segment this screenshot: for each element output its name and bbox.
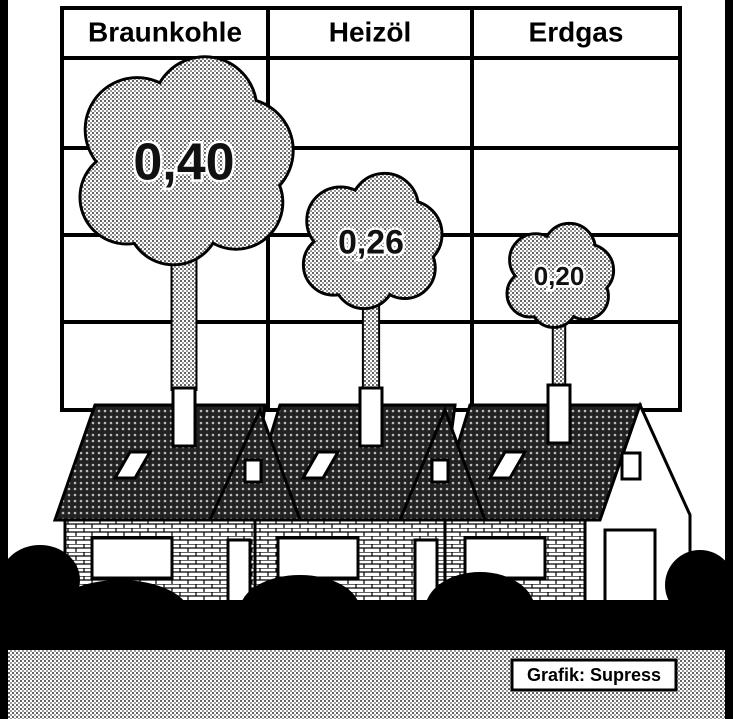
cloud-puff: [304, 235, 363, 294]
frame: [725, 0, 733, 719]
category-label: Erdgas: [529, 16, 624, 47]
cloud-puff: [508, 271, 553, 316]
category-label: Braunkohle: [88, 16, 242, 47]
category-label: Heizöl: [329, 16, 411, 47]
value-label: 0,20: [534, 261, 585, 291]
cloud: [505, 221, 616, 329]
source-box: [510, 658, 678, 692]
cloud: [301, 171, 444, 311]
value-label: 0,26: [338, 223, 404, 261]
frame: [0, 0, 8, 719]
value-label: 0,40: [133, 134, 234, 192]
bushes: [0, 545, 733, 650]
cloud-puff: [81, 151, 173, 243]
cloud: [78, 55, 295, 267]
source: Grafik: Supress: [527, 665, 661, 685]
clouds: 0,40 0,26 0,20: [78, 55, 616, 392]
